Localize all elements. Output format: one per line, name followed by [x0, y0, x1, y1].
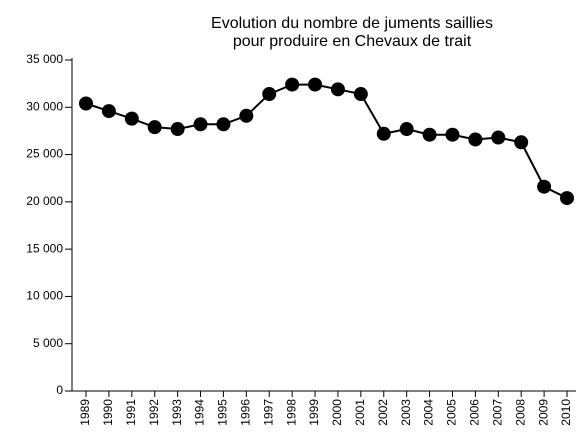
x-tick-label: 2000 — [330, 399, 344, 426]
data-point — [101, 104, 116, 119]
x-tick-label: 2002 — [376, 399, 390, 426]
data-point — [422, 127, 437, 142]
data-point — [376, 126, 391, 141]
x-tick-label: 2008 — [513, 399, 527, 426]
data-point — [308, 77, 323, 92]
data-point — [514, 135, 529, 150]
x-tick-label: 1995 — [216, 399, 230, 426]
data-point — [468, 132, 483, 147]
x-tick-label: 2001 — [353, 399, 367, 426]
series-line — [85, 83, 568, 199]
x-tick-label: 1991 — [124, 399, 138, 426]
x-tick-label: 1992 — [147, 399, 161, 426]
x-tick-label: 2007 — [490, 399, 504, 426]
data-point — [330, 82, 345, 97]
x-tick-label: 2005 — [445, 399, 459, 426]
x-tick-label: 1999 — [307, 399, 321, 426]
data-point — [353, 87, 368, 102]
x-tick-label: 1994 — [193, 399, 207, 426]
y-tick-label: 30 000 — [26, 99, 63, 113]
data-point — [537, 179, 552, 194]
x-tick-label: 2009 — [536, 399, 550, 426]
y-tick-label: 35 000 — [26, 52, 63, 66]
y-tick-label: 10 000 — [26, 289, 63, 303]
data-point — [79, 96, 93, 111]
data-point — [124, 111, 139, 126]
data-point — [262, 87, 277, 102]
x-tick-label: 2003 — [399, 399, 413, 426]
x-tick-label: 1997 — [261, 399, 275, 426]
x-tick-label: 1989 — [78, 399, 92, 426]
x-tick-label: 2010 — [559, 399, 573, 426]
x-tick-label: 1990 — [101, 399, 115, 426]
y-tick-label: 25 000 — [26, 147, 63, 161]
x-tick-label: 2004 — [422, 399, 436, 426]
data-point — [399, 122, 414, 137]
x-tick-label: 1993 — [170, 399, 184, 426]
chart-title: Evolution du nombre de juments saillies — [211, 15, 493, 32]
data-point — [216, 117, 231, 132]
y-tick-label: 15 000 — [26, 241, 63, 255]
data-point — [170, 122, 185, 137]
data-point — [147, 120, 162, 135]
data-point — [285, 77, 300, 92]
data-point — [560, 191, 574, 206]
data-point — [239, 108, 254, 123]
x-tick-label: 2006 — [468, 399, 482, 426]
x-tick-label: 1998 — [284, 399, 298, 426]
data-point — [491, 130, 506, 145]
y-tick-label: 5 000 — [33, 336, 63, 350]
data-point — [445, 127, 460, 142]
x-tick-label: 1996 — [239, 399, 253, 426]
data-point — [193, 117, 208, 132]
y-tick-label: 0 — [56, 383, 63, 397]
chart-title: pour produire en Chevaux de trait — [233, 33, 472, 50]
y-tick-label: 20 000 — [26, 194, 63, 208]
